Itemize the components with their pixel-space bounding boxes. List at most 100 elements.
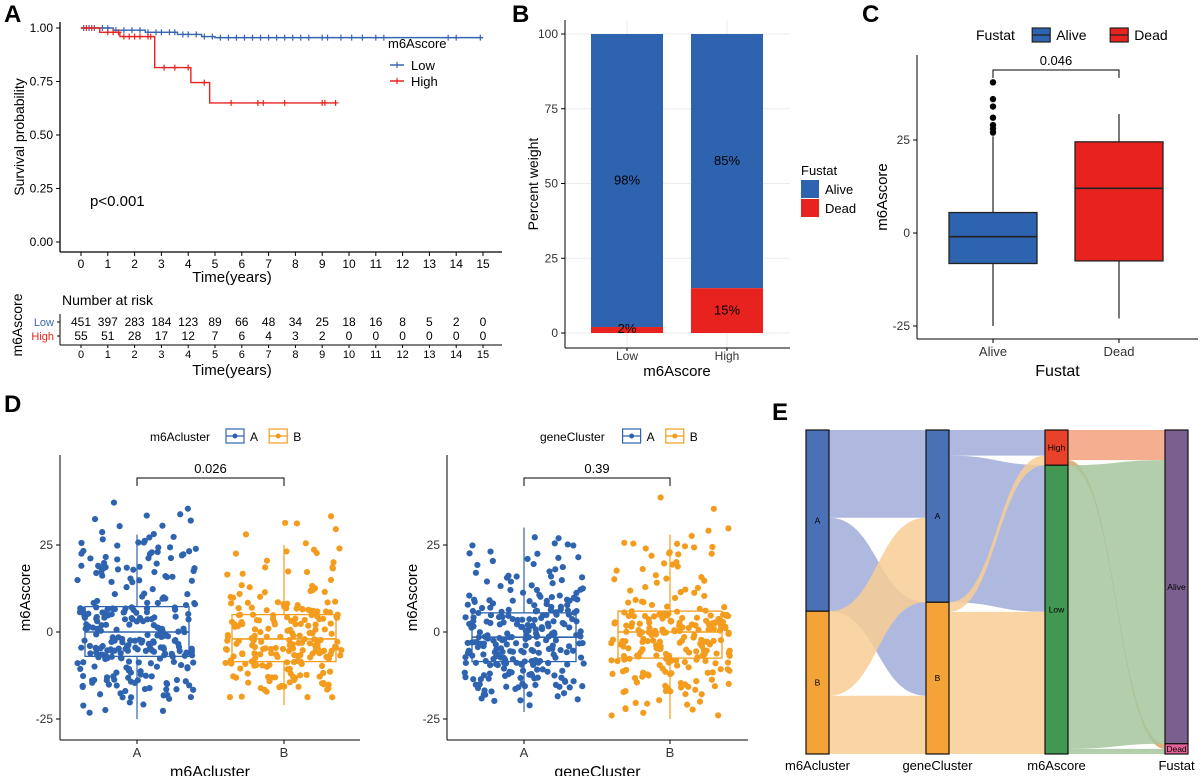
data-point: [501, 672, 509, 679]
data-point: [80, 702, 87, 709]
data-point: [303, 671, 310, 678]
data-point: [237, 665, 244, 672]
data-point: [222, 645, 230, 653]
data-point: [173, 686, 180, 693]
data-point: [698, 574, 705, 581]
x-axis-title: geneCluster: [554, 764, 641, 776]
risk-count: 283: [125, 315, 145, 329]
data-point: [704, 669, 711, 676]
data-point: [188, 577, 195, 584]
data-point: [637, 649, 644, 656]
risk-table-y-title: m6Ascore: [9, 293, 25, 356]
data-point: [93, 569, 100, 577]
data-point: [78, 550, 85, 557]
data-point: [533, 586, 541, 594]
risk-count: 4: [265, 329, 272, 343]
data-point: [725, 629, 732, 636]
data-point: [289, 641, 296, 648]
data-point: [558, 674, 565, 681]
data-point: [503, 683, 510, 690]
risk-count: 89: [208, 315, 222, 329]
risk-x-tick-label: 12: [396, 349, 408, 361]
axis-label-m6acluster: m6Acluster: [785, 758, 851, 773]
data-point: [324, 599, 331, 606]
data-point: [122, 645, 129, 653]
data-point: [476, 629, 483, 636]
data-point: [153, 663, 161, 670]
data-point: [148, 673, 155, 680]
comparison-bracket: [136, 477, 285, 486]
data-point: [674, 662, 681, 669]
data-point: [292, 621, 299, 628]
data-point: [91, 515, 99, 523]
data-point: [564, 541, 571, 548]
risk-count: 0: [399, 329, 406, 343]
data-point: [652, 572, 659, 579]
data-point: [677, 589, 684, 596]
data-point: [94, 625, 101, 633]
data-point: [123, 584, 130, 591]
legend-title: m6Acluster: [150, 430, 210, 444]
data-point: [257, 629, 264, 636]
y-tick-label: 25: [427, 538, 441, 552]
data-point: [686, 649, 693, 656]
data-point: [329, 565, 336, 572]
risk-count: 16: [369, 315, 383, 329]
data-point: [261, 589, 268, 596]
data-point: [520, 649, 527, 656]
risk-x-tick-label: 11: [370, 349, 381, 361]
data-point: [245, 679, 252, 686]
data-point: [646, 624, 653, 632]
data-point: [301, 616, 308, 624]
node-gb: [925, 601, 950, 755]
risk-x-tick-label: 14: [450, 349, 462, 361]
y-tick-label: 25: [40, 538, 54, 552]
data-point: [698, 636, 705, 643]
data-point: [569, 615, 576, 623]
risk-count: 18: [342, 315, 356, 329]
data-point: [327, 576, 335, 584]
data-point: [699, 651, 706, 659]
data-point: [642, 545, 649, 552]
data-point: [314, 608, 321, 615]
data-point: [546, 568, 553, 575]
data-point: [664, 603, 671, 610]
data-point: [691, 589, 698, 596]
data-point: [472, 569, 479, 576]
node-label: High: [1048, 443, 1066, 453]
data-point: [155, 544, 162, 551]
data-point: [675, 551, 682, 558]
data-point: [622, 705, 629, 713]
data-point: [487, 619, 494, 627]
data-point: [535, 649, 542, 656]
data-point: [163, 680, 171, 688]
data-point: [534, 550, 541, 557]
data-point: [184, 665, 191, 672]
data-point: [507, 578, 515, 585]
data-point: [705, 527, 712, 534]
outlier-point: [989, 103, 997, 110]
data-point: [717, 637, 725, 644]
data-point: [274, 599, 282, 606]
data-point: [154, 599, 161, 607]
risk-x-tick-label: 1: [105, 349, 111, 361]
data-point: [661, 560, 668, 567]
risk-count: 2: [453, 315, 460, 329]
data-point: [552, 637, 560, 644]
data-point: [693, 614, 701, 621]
data-point: [640, 669, 647, 676]
data-point: [164, 692, 171, 699]
data-point: [312, 647, 319, 654]
data-point: [115, 645, 122, 652]
data-point: [656, 661, 663, 669]
data-point: [696, 698, 704, 705]
data-point: [577, 654, 585, 661]
data-point: [638, 598, 646, 605]
data-point: [162, 650, 169, 657]
data-point: [528, 672, 536, 679]
data-point: [518, 623, 525, 631]
legend-label-a: A: [647, 430, 655, 444]
data-point: [480, 651, 487, 658]
data-point: [537, 593, 544, 600]
data-point: [524, 555, 531, 563]
